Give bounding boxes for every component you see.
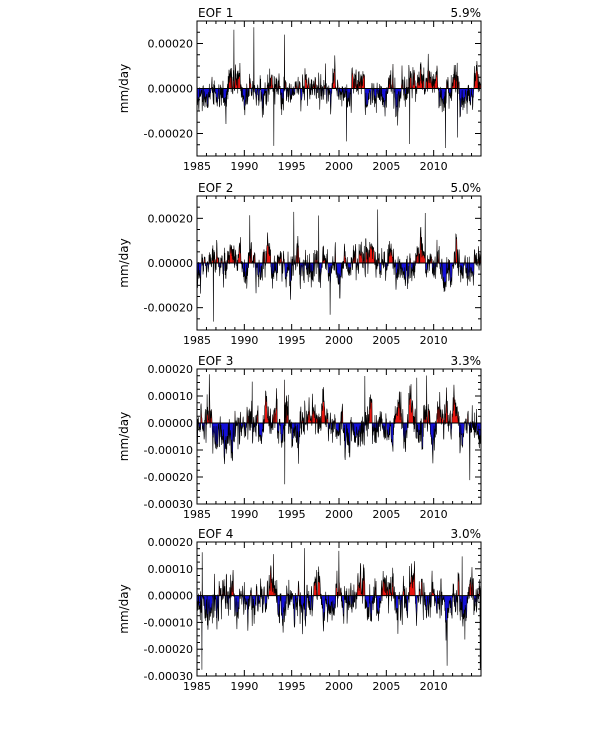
y-axis-label: mm/day <box>117 412 131 462</box>
y-tick-label: -0.00020 <box>144 302 193 315</box>
x-tick-label: 2005 <box>372 334 400 347</box>
x-tick-label: 1995 <box>278 680 306 693</box>
y-tick-label: 0.00020 <box>148 38 194 51</box>
y-tick-label: -0.00020 <box>144 471 193 484</box>
x-tick-label: 2010 <box>420 334 448 347</box>
x-tick-label: 2005 <box>372 508 400 521</box>
x-tick-label: 1995 <box>278 160 306 173</box>
y-tick-label: 0.00000 <box>148 590 194 603</box>
x-tick-label: 2010 <box>420 508 448 521</box>
eof-panel-2: 1985 1990 1995 2000 2005 2010 0.00020 0.00000 -0… <box>117 181 482 347</box>
positive-area-series <box>197 209 481 263</box>
explained-variance-label: 3.3% <box>451 354 482 368</box>
y-tick-label: 0.00020 <box>148 536 194 549</box>
time-series-line <box>196 374 482 485</box>
y-tick-label: -0.00030 <box>144 670 193 683</box>
explained-variance-label: 5.0% <box>451 181 482 195</box>
y-tick-label: 0.00010 <box>148 563 194 576</box>
x-tick-label: 2000 <box>325 680 353 693</box>
x-tick-label: 1990 <box>230 334 258 347</box>
x-tick-label: 1985 <box>183 160 211 173</box>
eof-panel-1: 1985 1990 1995 2000 2005 2010 0.00020 0.00000 -0… <box>117 6 482 173</box>
x-tick-label: 1990 <box>230 160 258 173</box>
negative-area-series <box>197 88 481 149</box>
positive-area-series <box>197 27 481 89</box>
y-tick-label: 0.00020 <box>148 363 194 376</box>
x-tick-label: 2010 <box>420 160 448 173</box>
positive-area-series <box>197 374 481 423</box>
x-tick-label: 1990 <box>230 508 258 521</box>
time-series-line <box>196 548 482 670</box>
x-tick-label: 1985 <box>183 334 211 347</box>
y-tick-label: 0.00000 <box>148 83 194 96</box>
x-tick-label: 1995 <box>278 508 306 521</box>
explained-variance-label: 5.9% <box>451 6 482 20</box>
x-tick-label: 2000 <box>325 508 353 521</box>
x-tick-label: 2000 <box>325 160 353 173</box>
y-tick-label: 0.00010 <box>148 390 194 403</box>
time-series-line <box>196 209 482 322</box>
x-tick-label: 1995 <box>278 334 306 347</box>
y-tick-label: -0.00020 <box>144 128 193 141</box>
x-tick-label: 1990 <box>230 680 258 693</box>
chart-title: EOF 2 <box>198 181 233 195</box>
chart-title: EOF 4 <box>198 527 233 541</box>
x-tick-label: 2005 <box>372 160 400 173</box>
explained-variance-label: 3.0% <box>451 527 482 541</box>
negative-area-series <box>197 423 481 485</box>
x-tick-label: 2005 <box>372 680 400 693</box>
x-tick-label: 1985 <box>183 680 211 693</box>
y-axis-label: mm/day <box>117 64 131 114</box>
y-tick-label: -0.00010 <box>144 444 193 457</box>
y-tick-label: -0.00030 <box>144 498 193 511</box>
negative-area-series <box>197 595 481 670</box>
time-series-line <box>196 27 482 149</box>
x-tick-label: 2010 <box>420 680 448 693</box>
eof-panel-4: 1985 1990 1995 2000 2005 2010 0.00020 0.00010 0.… <box>117 527 482 693</box>
y-tick-label: 0.00020 <box>148 212 194 225</box>
chart-title: EOF 3 <box>198 354 233 368</box>
y-tick-label: 0.00000 <box>148 417 194 430</box>
y-tick-label: -0.00010 <box>144 616 193 629</box>
eof-panel-3: 1985 1990 1995 2000 2005 2010 0.00020 0.00010 0.… <box>117 354 482 521</box>
x-tick-label: 1985 <box>183 508 211 521</box>
y-tick-label: 0.00000 <box>148 257 194 270</box>
x-tick-label: 2000 <box>325 334 353 347</box>
negative-area-series <box>197 263 481 322</box>
chart-title: EOF 1 <box>198 6 233 20</box>
y-axis-label: mm/day <box>117 584 131 634</box>
y-axis-label: mm/day <box>117 238 131 288</box>
y-tick-label: -0.00020 <box>144 643 193 656</box>
